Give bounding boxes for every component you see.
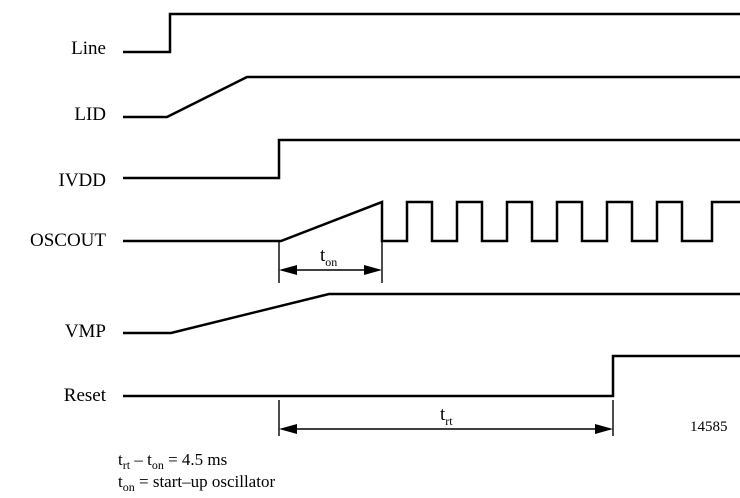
note-trt-minus-ton: trt – ton = 4.5 ms — [118, 450, 227, 472]
figure-number: 14585 — [690, 419, 728, 435]
signal-label-reset: Reset — [64, 385, 107, 406]
ton-label: ton — [320, 245, 337, 269]
signal-label-line: Line — [71, 38, 106, 59]
waveform-line — [123, 12, 740, 54]
waveform-reset — [123, 354, 740, 398]
note-ton-definition: ton = start–up oscillator — [118, 472, 275, 494]
trt-dimension: trt — [278, 400, 614, 436]
waveform-oscout — [123, 200, 740, 243]
waveform-vmp — [123, 292, 740, 335]
waveform-ivdd — [123, 138, 740, 180]
ton-dimension: ton — [278, 241, 383, 283]
trt-label: trt — [440, 404, 453, 428]
signal-label-oscout: OSCOUT — [30, 230, 106, 251]
waveform-lid — [123, 75, 740, 119]
signal-label-ivdd: IVDD — [59, 170, 107, 191]
signal-label-vmp: VMP — [65, 321, 106, 342]
signal-label-lid: LID — [74, 104, 106, 125]
